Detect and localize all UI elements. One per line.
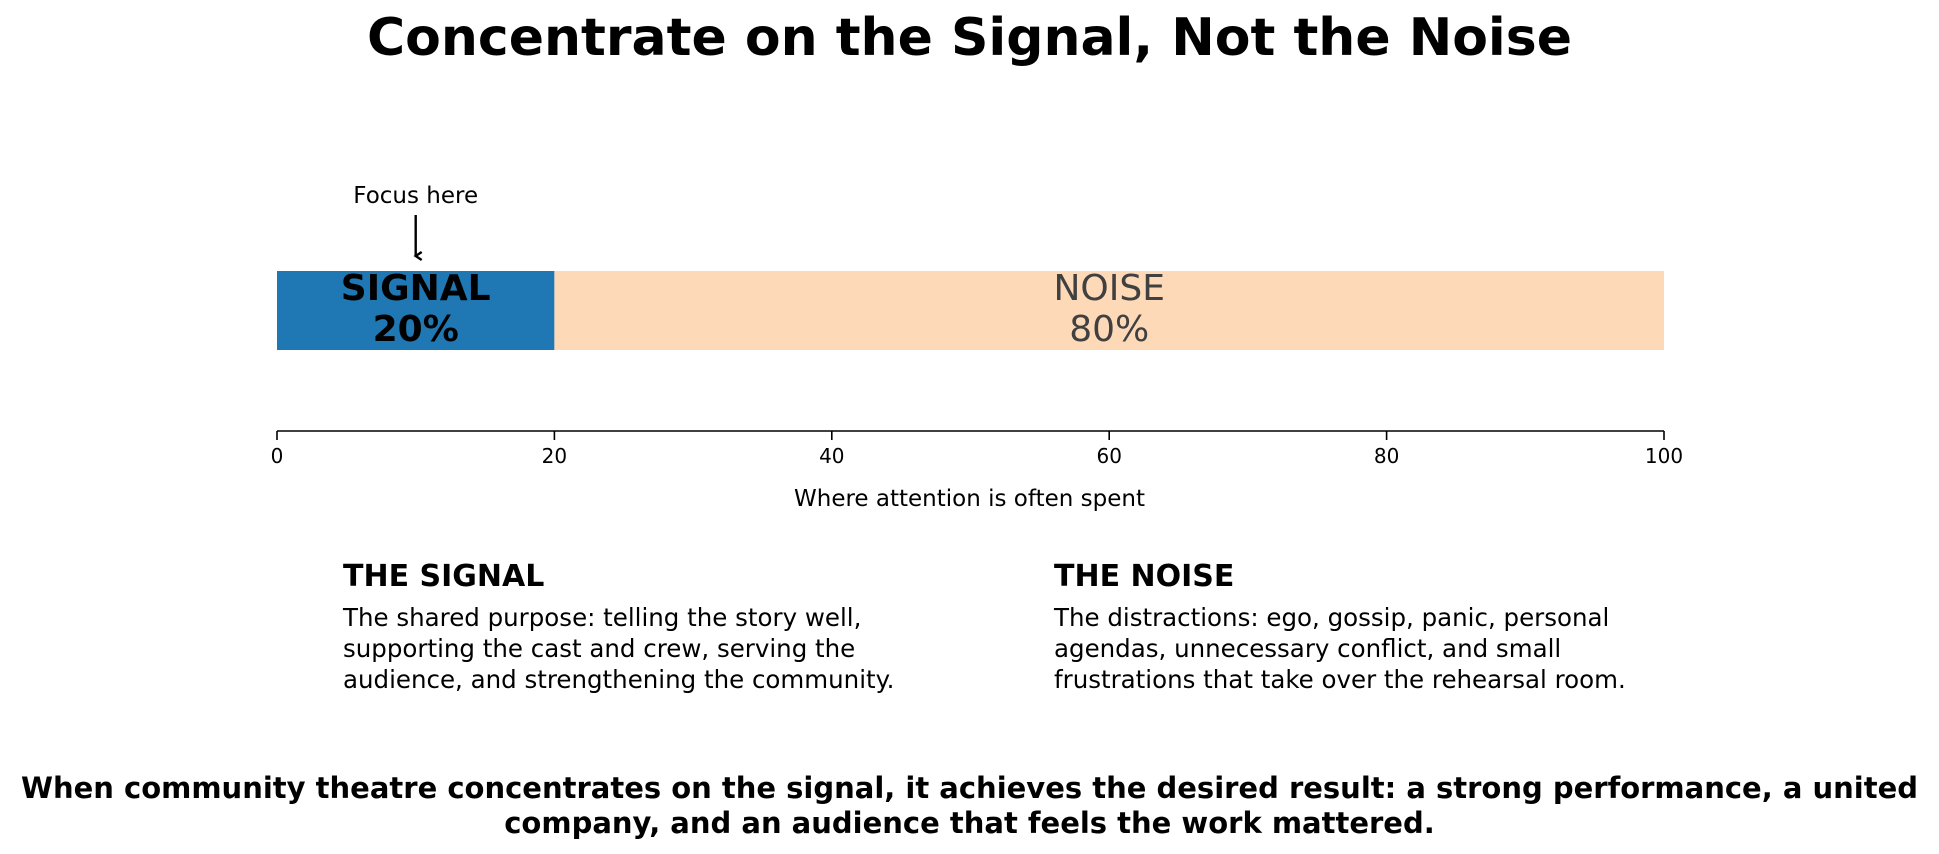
- focus-here-annotation: Focus here: [353, 183, 478, 209]
- signal-bar-name: SIGNAL: [341, 268, 491, 309]
- noise-bar: [554, 271, 1664, 350]
- signal-bar-value: 20%: [373, 309, 459, 350]
- footer-message: When community theatre concentrates on t…: [20, 771, 1919, 840]
- x-axis-label: Where attention is often spent: [794, 486, 1145, 512]
- noise-panel: THE NOISE The distractions: ego, gossip,…: [1054, 558, 1674, 695]
- x-tick-label: 60: [1096, 444, 1121, 468]
- signal-description: The shared purpose: telling the story we…: [343, 603, 895, 694]
- x-tick-label: 40: [819, 444, 844, 468]
- x-tick-label: 0: [271, 444, 284, 468]
- signal-panel: THE SIGNAL The shared purpose: telling t…: [343, 558, 963, 695]
- x-tick-label: 100: [1645, 444, 1683, 468]
- x-tick-label: 80: [1374, 444, 1399, 468]
- chart-title: Concentrate on the Signal, Not the Noise: [367, 8, 1572, 68]
- noise-bar-value: 80%: [1069, 309, 1149, 350]
- noise-bar-name: NOISE: [1053, 268, 1164, 309]
- signal-heading: THE SIGNAL: [343, 559, 545, 594]
- noise-description: The distractions: ego, gossip, panic, pe…: [1054, 603, 1626, 694]
- signal-bar: [277, 271, 555, 350]
- noise-heading: THE NOISE: [1054, 559, 1235, 594]
- x-tick-label: 20: [542, 444, 567, 468]
